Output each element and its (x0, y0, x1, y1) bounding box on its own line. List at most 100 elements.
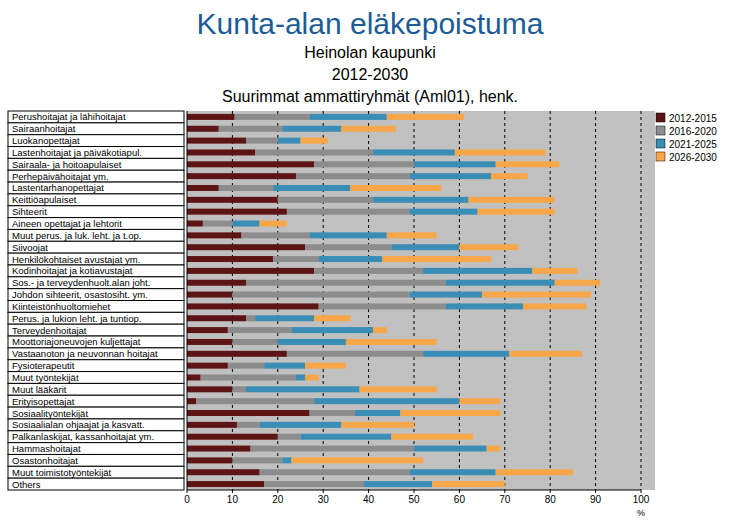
tick-label: 90 (590, 494, 602, 505)
bar (203, 221, 233, 227)
label-box (8, 478, 184, 490)
legend-label: 2012-2015 (669, 113, 717, 124)
bar (555, 280, 600, 286)
bar (187, 410, 310, 416)
bar (187, 232, 241, 238)
bar (310, 114, 387, 120)
y-axis-line (187, 111, 188, 490)
bar (219, 126, 283, 132)
bar (310, 232, 387, 238)
bar (196, 398, 314, 404)
category-label: Perushoitajat ja lähihoitajat (12, 111, 126, 122)
bar (282, 457, 291, 463)
bar (409, 292, 482, 298)
bar (241, 232, 309, 238)
label-box (8, 289, 184, 301)
grid-line (459, 111, 460, 490)
label-box (8, 241, 184, 253)
subtitle: Suurimmat ammattiryhmät (Aml01), henk. (222, 88, 518, 105)
bar (487, 446, 501, 452)
bar (187, 149, 255, 155)
category-label: Vastaanoton ja neuvonnan hoitajat (12, 348, 158, 359)
label-box (8, 147, 184, 159)
bar (409, 173, 491, 179)
bar (282, 126, 341, 132)
bar (468, 197, 554, 203)
label-box (8, 277, 184, 289)
label-box (8, 360, 184, 372)
bar (482, 292, 591, 298)
legend-swatch (656, 126, 665, 135)
bar (296, 374, 305, 380)
bar (346, 339, 437, 345)
bar (187, 197, 278, 203)
bar (360, 386, 437, 392)
bar (273, 185, 350, 191)
category-label: Johdon sihteerit, osastosiht. ym. (12, 289, 148, 300)
category-label: Perus. ja lukion leht. ja tuntiop. (12, 313, 141, 324)
category-label: Moottoriajoneuvojen kuljettajat (12, 336, 141, 347)
label-box (8, 312, 184, 324)
label-box (8, 229, 184, 241)
title: Kunta-alan eläkepoistuma (197, 7, 544, 40)
grid-line (323, 111, 324, 490)
bar (391, 244, 459, 250)
bar (187, 446, 251, 452)
grid-line (550, 111, 551, 490)
bar (319, 303, 446, 309)
category-label: Siivoojat (12, 242, 48, 253)
bar (187, 339, 232, 345)
bar (187, 185, 219, 191)
bar (350, 185, 441, 191)
tick-mark (504, 490, 505, 493)
bar (496, 161, 560, 167)
bars (187, 114, 600, 487)
label-box (8, 348, 184, 360)
legend-swatch (656, 139, 665, 148)
tick-label: 30 (318, 494, 330, 505)
label-box (8, 407, 184, 419)
bar (187, 457, 232, 463)
bar (301, 434, 392, 440)
bar (341, 422, 414, 428)
bar (387, 114, 464, 120)
label-box (8, 158, 184, 170)
x-ticks: 0102030405060708090100 (184, 490, 650, 505)
bar (187, 268, 314, 274)
bar (260, 469, 410, 475)
category-label: Terveydenhoitajat (12, 325, 87, 336)
bar (314, 268, 423, 274)
bar (187, 481, 264, 487)
bar (187, 386, 232, 392)
category-label: Muut toimistotyöntekijät (12, 467, 112, 478)
label-box (8, 383, 184, 395)
legend-label: 2016-2020 (669, 126, 717, 137)
tick-mark (323, 490, 324, 493)
bar (310, 410, 355, 416)
tick-mark (595, 490, 596, 493)
category-label: Sosiaalialan ohjaajat ja kasvatt. (12, 419, 145, 430)
category-label: Aineen opettajat ja lehtorit (12, 218, 122, 229)
category-label: Fysioterapeutit (12, 360, 75, 371)
bar (255, 149, 373, 155)
bar (509, 351, 582, 357)
bar (373, 327, 387, 333)
bar (278, 138, 301, 144)
bar (187, 303, 319, 309)
bar (246, 280, 446, 286)
bar (255, 315, 314, 321)
legend-label: 2026-2030 (669, 152, 717, 163)
grid-line (595, 111, 596, 490)
bar (260, 221, 287, 227)
bar (235, 114, 310, 120)
bar (414, 446, 487, 452)
bar (187, 374, 201, 380)
label-box (8, 336, 184, 348)
category-label: Lastentarhanopettajat (12, 182, 104, 193)
bar (187, 173, 296, 179)
grid-line (641, 111, 642, 490)
tick-label: 70 (499, 494, 511, 505)
chart: Kunta-alan eläkepoistumaHeinolan kaupunk… (0, 0, 740, 520)
subtitle: 2012-2030 (332, 66, 409, 83)
bar (291, 327, 373, 333)
